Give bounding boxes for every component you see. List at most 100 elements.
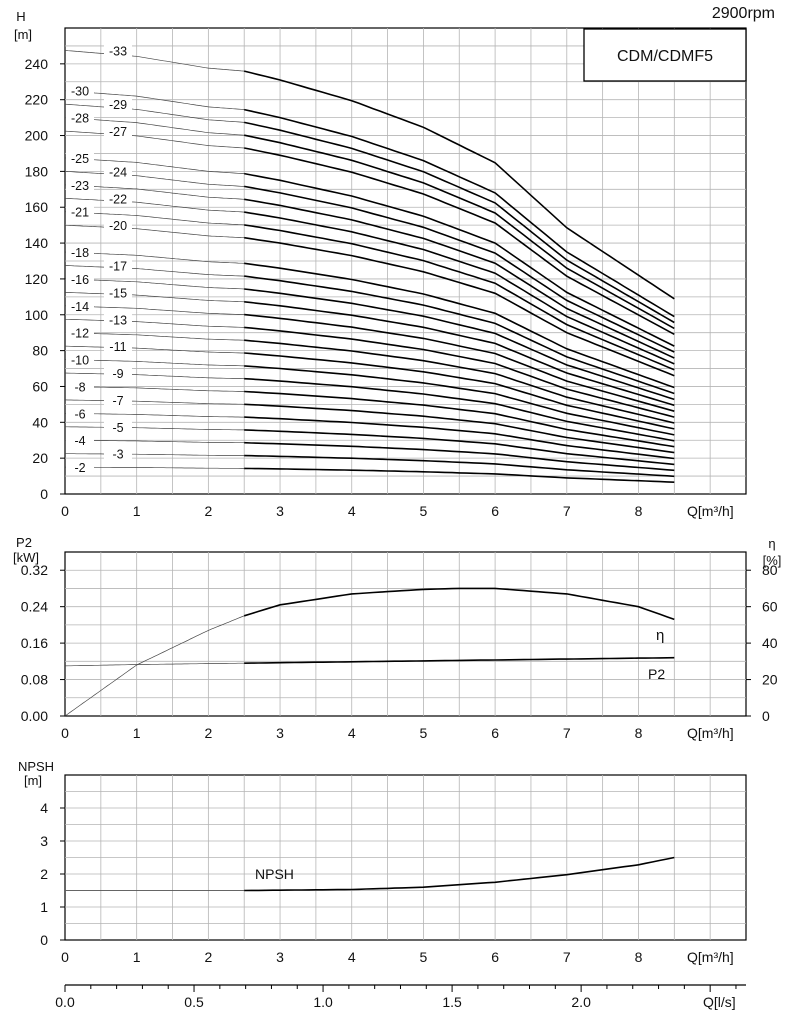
head-curve — [244, 121, 675, 324]
stage-label-bg — [66, 326, 94, 341]
head-chart-panel: 0 20 40 60 80 100 120 140 160 180 200 220 240 0 1 2 3 4 5 6… — [14, 9, 747, 519]
stage-label-bg — [104, 313, 132, 328]
stage-label-bg — [66, 407, 94, 422]
head-curve-thin — [65, 453, 245, 456]
power-efficiency-chart-panel: 0.00 0.08 0.16 0.24 0.32 0 20 40 60 80 0 1 2 3 4 5 6 7 8 P2… — [13, 535, 781, 741]
head-curve — [244, 211, 675, 365]
stage-label-bg — [66, 246, 94, 261]
p2-tick-label: 0.32 — [21, 562, 48, 578]
p2-curve-label: P2 — [648, 666, 665, 682]
npsh-y-tick-label: 3 — [40, 833, 48, 849]
npsh-y-unit: [m] — [24, 773, 42, 788]
model-label: CDM/CDMF5 — [617, 48, 713, 65]
stage-label-bg — [104, 165, 132, 180]
stage-label: -23 — [71, 179, 89, 193]
stage-label: -29 — [109, 98, 127, 112]
stage-label-bg — [66, 205, 94, 220]
head-curve — [244, 339, 675, 424]
stage-label: -20 — [109, 219, 127, 233]
npsh-x-tick-label: 6 — [491, 949, 499, 965]
head-y-tick-label: 180 — [25, 163, 49, 179]
stage-label: -12 — [71, 327, 89, 341]
head-curve — [244, 236, 675, 377]
stage-label: -4 — [74, 434, 85, 448]
stage-label-bg — [104, 340, 132, 355]
eta-tick-label: 60 — [762, 599, 778, 615]
stage-label-bg — [66, 111, 94, 126]
stage-label: -18 — [71, 246, 89, 260]
head-curve-thin — [64, 372, 245, 380]
head-curve-thin — [64, 345, 245, 354]
model-box — [583, 28, 747, 82]
head-y-tick-label: 140 — [25, 235, 49, 251]
head-curve — [244, 429, 675, 466]
head-x-tick-label: 5 — [420, 503, 428, 519]
head-curve — [244, 224, 675, 371]
npsh-curve-label: NPSH — [255, 866, 294, 882]
stage-label-bg — [104, 192, 132, 207]
head-y-unit: [m] — [14, 27, 32, 42]
power-frame — [64, 551, 747, 717]
npsh-x-tick-label: 4 — [348, 949, 356, 965]
stage-label: -21 — [71, 206, 89, 220]
stage-label: -27 — [109, 125, 127, 139]
head-curve-thin — [64, 412, 245, 418]
stage-label: -2 — [74, 461, 85, 475]
head-x-tick-label: 4 — [348, 503, 356, 519]
stage-label: -11 — [109, 340, 126, 354]
npsh-y-tick-label: 1 — [40, 899, 48, 915]
head-curve-thin — [64, 50, 245, 72]
stage-label-bg — [66, 151, 94, 166]
stage-label: -33 — [109, 44, 127, 58]
npsh-x-tick-label: 3 — [276, 949, 284, 965]
stage-label: -9 — [112, 367, 123, 381]
head-curve-thin — [64, 292, 245, 303]
ls-tick-label: 1.5 — [442, 994, 462, 1010]
ls-tick-label: 0.5 — [184, 994, 204, 1010]
head-curve-thin — [64, 439, 245, 444]
npsh-curve — [244, 856, 675, 892]
stage-label: -13 — [109, 313, 127, 327]
power-x-tick-label: 1 — [133, 725, 141, 741]
stage-label: -25 — [71, 152, 89, 166]
p2-tick-label: 0.24 — [21, 599, 48, 615]
stage-label: -3 — [112, 448, 123, 462]
stage-label-bg — [104, 259, 132, 274]
npsh-y-tick-label: 0 — [40, 932, 48, 948]
head-curve-thin — [64, 211, 245, 226]
stage-label: -5 — [112, 421, 123, 435]
stage-label-bg — [104, 98, 132, 113]
stage-label: -24 — [109, 165, 127, 179]
head-x-tick-label: 1 — [133, 503, 141, 519]
head-x-tick-label: 6 — [491, 503, 499, 519]
head-curve — [244, 403, 675, 454]
stage-label: -28 — [71, 112, 89, 126]
npsh-x-tick-label: 5 — [420, 949, 428, 965]
npsh-x-tick-label: 2 — [204, 949, 212, 965]
eta-tick-label: 40 — [762, 635, 778, 651]
head-curve-thin — [64, 157, 245, 174]
head-curve-thin — [64, 117, 245, 136]
head-y-tick-label: 20 — [32, 450, 48, 466]
stage-label: -10 — [71, 354, 89, 368]
stage-label-bg — [66, 434, 94, 449]
p2-curve — [244, 656, 675, 664]
stage-label: -30 — [71, 85, 89, 99]
head-y-tick-label: 240 — [25, 56, 49, 72]
stage-label-bg — [66, 84, 94, 99]
head-curve — [244, 172, 675, 347]
head-curve-thin — [64, 184, 245, 200]
eta-curve-thin — [64, 615, 245, 717]
head-curve — [244, 313, 675, 412]
head-curve-thin — [64, 399, 245, 405]
power-x-tick-label: 2 — [204, 725, 212, 741]
p2-tick-label: 0.16 — [21, 635, 48, 651]
head-x-tick-label: 2 — [204, 503, 212, 519]
head-curve-thin — [64, 359, 245, 367]
stage-label-bg — [104, 219, 132, 234]
stage-label-bg — [66, 353, 94, 368]
power-x-title: Q[m³/h] — [687, 725, 734, 741]
head-curve-thin — [65, 318, 245, 328]
